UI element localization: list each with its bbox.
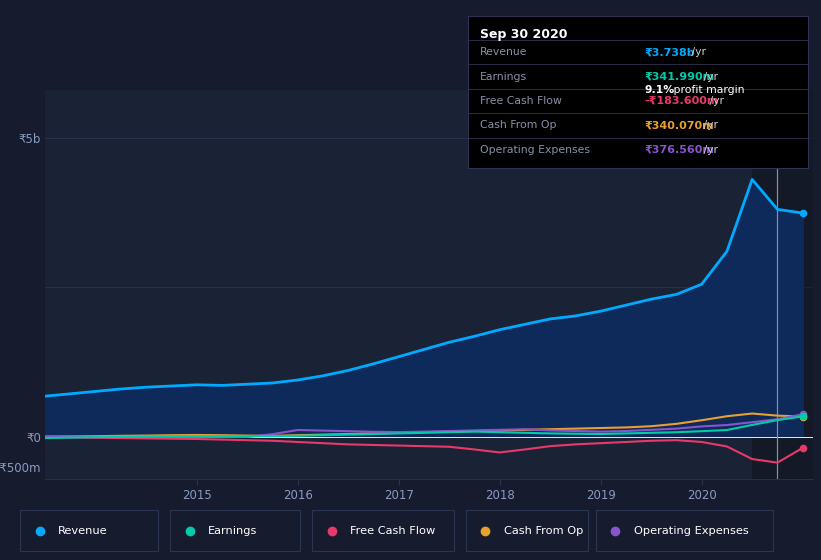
Text: Operating Expenses: Operating Expenses bbox=[634, 526, 748, 535]
Text: /yr: /yr bbox=[687, 47, 705, 57]
Text: Free Cash Flow: Free Cash Flow bbox=[479, 96, 562, 106]
Text: -₹183.600m: -₹183.600m bbox=[644, 96, 719, 106]
Text: /yr: /yr bbox=[699, 144, 718, 155]
Text: Cash From Op: Cash From Op bbox=[503, 526, 583, 535]
Text: profit margin: profit margin bbox=[670, 85, 745, 95]
Text: /yr: /yr bbox=[699, 120, 718, 130]
Text: Cash From Op: Cash From Op bbox=[479, 120, 557, 130]
Text: ₹341.990m: ₹341.990m bbox=[644, 72, 715, 82]
Bar bbox=[752, 90, 813, 479]
Text: ₹3.738b: ₹3.738b bbox=[644, 47, 695, 57]
Text: Operating Expenses: Operating Expenses bbox=[479, 144, 589, 155]
Text: Earnings: Earnings bbox=[208, 526, 257, 535]
Text: /yr: /yr bbox=[699, 72, 718, 82]
Text: Revenue: Revenue bbox=[479, 47, 527, 57]
Text: ₹340.070m: ₹340.070m bbox=[644, 120, 714, 130]
Text: Sep 30 2020: Sep 30 2020 bbox=[479, 28, 567, 41]
Text: /yr: /yr bbox=[706, 96, 724, 106]
Text: Earnings: Earnings bbox=[479, 72, 527, 82]
Text: 9.1%: 9.1% bbox=[644, 85, 675, 95]
Text: Revenue: Revenue bbox=[58, 526, 108, 535]
Text: Free Cash Flow: Free Cash Flow bbox=[350, 526, 435, 535]
Text: ₹376.560m: ₹376.560m bbox=[644, 144, 714, 155]
